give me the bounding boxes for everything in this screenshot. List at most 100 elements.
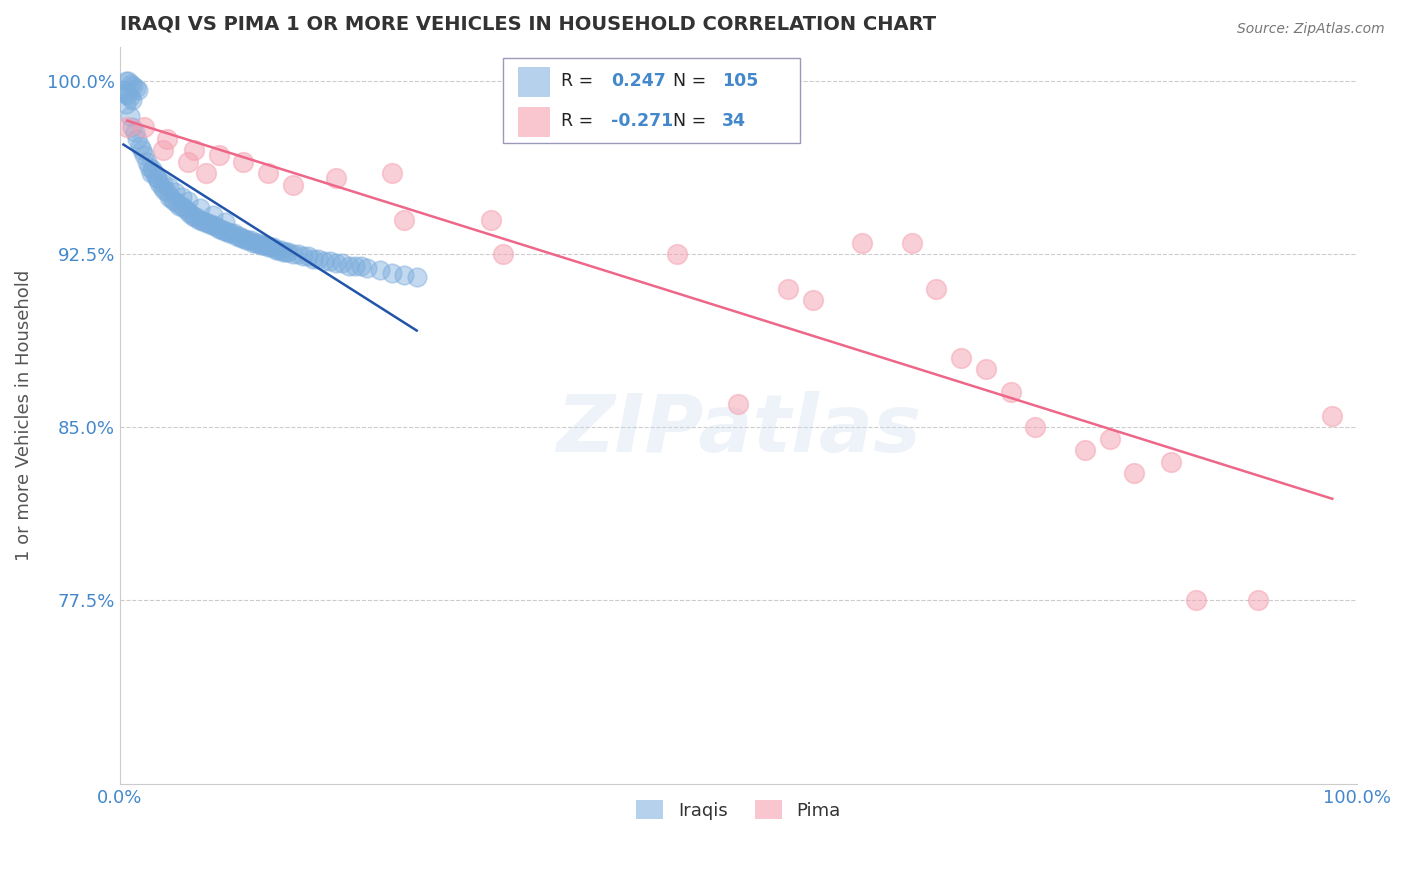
Point: [394, 212, 416, 227]
Point: [201, 208, 224, 222]
Point: [150, 180, 173, 194]
Point: [195, 215, 218, 229]
Point: [121, 120, 143, 135]
Legend: Iraqis, Pima: Iraqis, Pima: [628, 793, 848, 827]
Point: [138, 160, 160, 174]
Point: [170, 199, 193, 213]
Point: [190, 212, 212, 227]
Text: 34: 34: [723, 112, 747, 130]
Text: 0.247: 0.247: [612, 72, 665, 90]
Point: [260, 240, 283, 254]
Point: [925, 282, 948, 296]
Point: [177, 205, 200, 219]
Text: IRAQI VS PIMA 1 OR MORE VEHICLES IN HOUSEHOLD CORRELATION CHART: IRAQI VS PIMA 1 OR MORE VEHICLES IN HOUS…: [120, 15, 936, 34]
Point: [257, 240, 280, 254]
Point: [665, 247, 688, 261]
Point: [239, 233, 262, 247]
Point: [271, 244, 294, 259]
Point: [157, 189, 180, 203]
Point: [257, 166, 280, 180]
FancyBboxPatch shape: [519, 67, 550, 96]
FancyBboxPatch shape: [519, 107, 550, 136]
Point: [381, 266, 404, 280]
Point: [218, 227, 240, 241]
Point: [146, 171, 169, 186]
Point: [307, 252, 329, 266]
Point: [405, 270, 427, 285]
Point: [115, 97, 138, 112]
Point: [252, 238, 274, 252]
Point: [157, 180, 180, 194]
Point: [264, 243, 287, 257]
Point: [1024, 420, 1046, 434]
Point: [212, 224, 235, 238]
Point: [1247, 593, 1270, 607]
Point: [281, 247, 304, 261]
Point: [124, 125, 146, 139]
Point: [238, 233, 260, 247]
Point: [281, 178, 304, 192]
Y-axis label: 1 or more Vehicles in Household: 1 or more Vehicles in Household: [15, 270, 32, 561]
Point: [235, 233, 257, 247]
Point: [163, 194, 186, 208]
Point: [208, 148, 231, 162]
Point: [1123, 466, 1146, 480]
Point: [229, 231, 252, 245]
Point: [128, 138, 150, 153]
Point: [356, 260, 378, 275]
Point: [160, 192, 183, 206]
Point: [225, 228, 247, 243]
Point: [187, 212, 209, 227]
Point: [1000, 385, 1022, 400]
Point: [312, 254, 335, 268]
Point: [121, 93, 143, 107]
Point: [122, 78, 145, 93]
Point: [337, 259, 360, 273]
Point: [1074, 443, 1097, 458]
Point: [115, 88, 138, 103]
Point: [245, 235, 267, 250]
Point: [325, 171, 347, 186]
Point: [332, 256, 354, 270]
Point: [112, 83, 135, 97]
Point: [114, 86, 136, 100]
Point: [165, 185, 187, 199]
Text: ZIPatlas: ZIPatlas: [555, 392, 921, 469]
Point: [215, 224, 238, 238]
Point: [176, 203, 198, 218]
Point: [152, 144, 174, 158]
Point: [180, 208, 202, 222]
Point: [727, 397, 749, 411]
Point: [139, 166, 162, 180]
Point: [274, 244, 297, 259]
Point: [1160, 455, 1182, 469]
Point: [394, 268, 416, 282]
Point: [117, 74, 139, 88]
Point: [776, 282, 799, 296]
Point: [118, 90, 141, 104]
Point: [153, 183, 176, 197]
Point: [136, 155, 159, 169]
Point: [127, 83, 149, 97]
Point: [291, 250, 314, 264]
Point: [183, 211, 205, 225]
Point: [214, 215, 236, 229]
Point: [177, 194, 200, 208]
Point: [1098, 432, 1121, 446]
Point: [247, 235, 270, 250]
Text: -0.271: -0.271: [612, 112, 673, 130]
Point: [148, 176, 170, 190]
Text: 105: 105: [723, 72, 759, 90]
Text: R =: R =: [561, 112, 599, 130]
Point: [177, 155, 200, 169]
Point: [143, 166, 166, 180]
Point: [297, 250, 319, 264]
Point: [156, 185, 179, 199]
Point: [183, 144, 205, 158]
Point: [270, 243, 292, 257]
Text: N =: N =: [673, 72, 706, 90]
Point: [195, 166, 218, 180]
Point: [1185, 593, 1208, 607]
Point: [254, 238, 277, 252]
FancyBboxPatch shape: [503, 58, 800, 143]
